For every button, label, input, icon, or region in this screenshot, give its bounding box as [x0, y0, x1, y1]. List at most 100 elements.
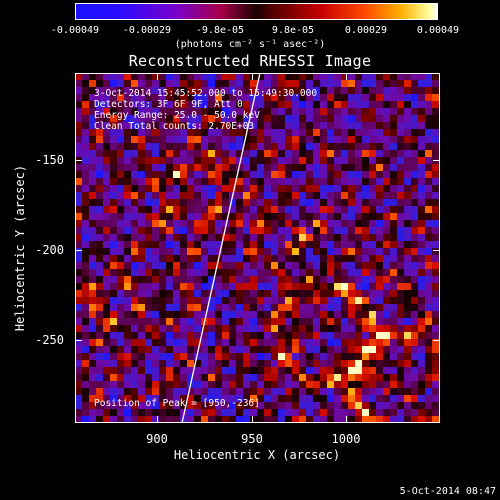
- heatmap-cell: [341, 388, 348, 395]
- heatmap-cell: [131, 241, 138, 248]
- heatmap-cell: [187, 234, 194, 241]
- heatmap-cell: [404, 304, 411, 311]
- heatmap-cell: [201, 283, 208, 290]
- heatmap-cell: [194, 381, 201, 388]
- heatmap-cell: [397, 290, 404, 297]
- heatmap-cell: [159, 136, 166, 143]
- heatmap-cell: [278, 115, 285, 122]
- heatmap-cell: [82, 409, 89, 416]
- heatmap-cell: [348, 332, 355, 339]
- heatmap-cell: [201, 164, 208, 171]
- heatmap-cell: [334, 164, 341, 171]
- heatmap-cell: [397, 171, 404, 178]
- heatmap-cell: [117, 227, 124, 234]
- heatmap-cell: [362, 143, 369, 150]
- heatmap-cell: [355, 220, 362, 227]
- heatmap-cell: [376, 87, 383, 94]
- heatmap-cell: [369, 192, 376, 199]
- heatmap-cell: [334, 325, 341, 332]
- heatmap-cell: [208, 227, 215, 234]
- heatmap-cell: [411, 185, 418, 192]
- heatmap-cell: [117, 206, 124, 213]
- heatmap-cell: [131, 164, 138, 171]
- heatmap-cell: [411, 395, 418, 402]
- heatmap-cell: [257, 395, 264, 402]
- heatmap-cell: [110, 185, 117, 192]
- heatmap-cell: [425, 304, 432, 311]
- heatmap-cell: [236, 283, 243, 290]
- heatmap-cell: [348, 150, 355, 157]
- heatmap-cell: [131, 318, 138, 325]
- heatmap-cell: [292, 409, 299, 416]
- heatmap-cell: [96, 73, 103, 80]
- heatmap-cell: [439, 101, 440, 108]
- heatmap-cell: [89, 199, 96, 206]
- heatmap-cell: [117, 395, 124, 402]
- heatmap-cell: [355, 185, 362, 192]
- heatmap-cell: [110, 220, 117, 227]
- heatmap-cell: [285, 115, 292, 122]
- heatmap-cell: [229, 409, 236, 416]
- heatmap-cell: [89, 143, 96, 150]
- y-major-tick: [75, 160, 82, 161]
- heatmap-cell: [299, 136, 306, 143]
- heatmap-cell: [390, 213, 397, 220]
- heatmap-cell: [390, 136, 397, 143]
- heatmap-cell: [229, 213, 236, 220]
- heatmap-cell: [285, 311, 292, 318]
- heatmap-cell: [404, 150, 411, 157]
- heatmap-cell: [355, 416, 362, 423]
- heatmap-cell: [131, 297, 138, 304]
- heatmap-cell: [75, 283, 82, 290]
- heatmap-cell: [250, 276, 257, 283]
- heatmap-cell: [82, 297, 89, 304]
- heatmap-cell: [124, 248, 131, 255]
- heatmap-cell: [201, 269, 208, 276]
- heatmap-cell: [425, 178, 432, 185]
- heatmap-cell: [376, 129, 383, 136]
- heatmap-cell: [418, 115, 425, 122]
- heatmap-cell: [208, 185, 215, 192]
- heatmap-cell: [152, 297, 159, 304]
- heatmap-cell: [390, 192, 397, 199]
- heatmap-cell: [313, 227, 320, 234]
- heatmap-cell: [355, 129, 362, 136]
- heatmap-cell: [278, 269, 285, 276]
- heatmap-cell: [201, 304, 208, 311]
- heatmap-cell: [327, 332, 334, 339]
- heatmap-cell: [432, 164, 439, 171]
- heatmap-cell: [194, 374, 201, 381]
- heatmap-cell: [110, 353, 117, 360]
- heatmap-cell: [271, 248, 278, 255]
- heatmap-cell: [222, 290, 229, 297]
- heatmap-cell: [369, 234, 376, 241]
- heatmap-cell: [243, 353, 250, 360]
- heatmap-cell: [327, 241, 334, 248]
- heatmap-cell: [320, 150, 327, 157]
- heatmap-cell: [131, 283, 138, 290]
- heatmap-cell: [278, 220, 285, 227]
- heatmap-cell: [376, 213, 383, 220]
- heatmap-cell: [320, 178, 327, 185]
- heatmap-cell: [194, 213, 201, 220]
- heatmap-cell: [334, 213, 341, 220]
- heatmap-cell: [404, 409, 411, 416]
- heatmap-cell: [334, 115, 341, 122]
- heatmap-cell: [236, 157, 243, 164]
- heatmap-cell: [278, 381, 285, 388]
- heatmap-cell: [159, 297, 166, 304]
- heatmap-cell: [89, 353, 96, 360]
- heatmap-cell: [131, 416, 138, 423]
- heatmap-cell: [271, 388, 278, 395]
- heatmap-cell: [243, 304, 250, 311]
- heatmap-cell: [89, 346, 96, 353]
- heatmap-cell: [208, 199, 215, 206]
- heatmap-cell: [180, 101, 187, 108]
- heatmap-cell: [355, 255, 362, 262]
- heatmap-cell: [222, 213, 229, 220]
- heatmap-cell: [89, 171, 96, 178]
- heatmap-cell: [411, 192, 418, 199]
- heatmap-cell: [432, 367, 439, 374]
- heatmap-cell: [145, 192, 152, 199]
- heatmap-cell: [180, 164, 187, 171]
